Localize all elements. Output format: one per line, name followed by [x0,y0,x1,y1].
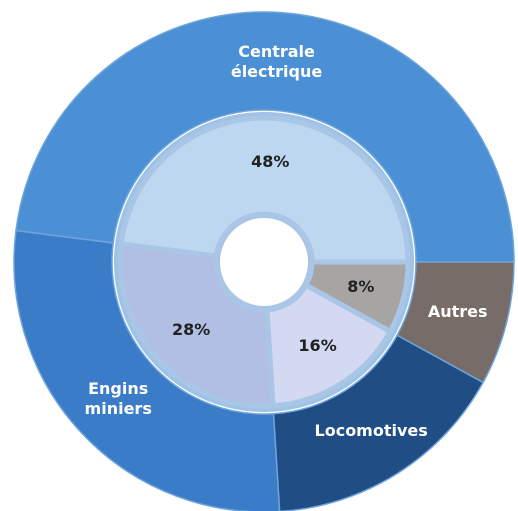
value-label: 48% [251,152,290,172]
outer-segment [396,261,515,384]
category-label: Centrale électrique [230,42,323,82]
value-label: 16% [298,336,337,356]
center-hole [216,214,312,310]
value-label: 8% [347,276,375,296]
category-label: Locomotives [314,420,428,440]
outer-segment [15,11,515,263]
value-label: 28% [171,320,211,340]
outer-segment [272,334,485,511]
outer-segment [13,229,281,511]
category-label: Engins miniers [84,378,152,418]
category-label: Autres [427,301,488,321]
